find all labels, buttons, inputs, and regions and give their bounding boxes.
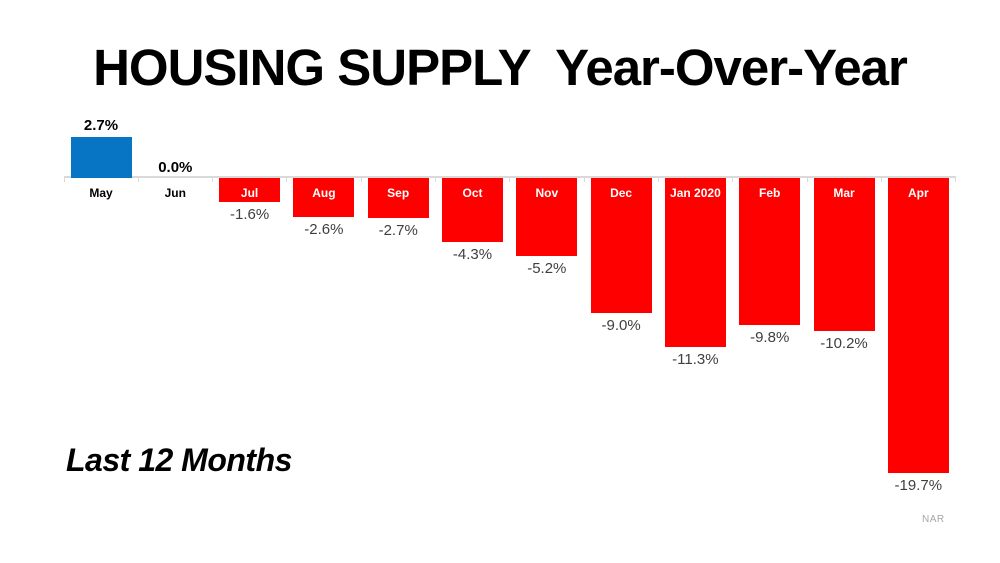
bar-may	[70, 137, 132, 178]
value-label: 0.0%	[158, 158, 193, 176]
month-label: Nov	[535, 186, 559, 200]
source-attribution: NAR	[922, 514, 945, 525]
chart-title: HOUSING SUPPLY Year-Over-Year	[93, 39, 908, 96]
month-label: Jun	[164, 186, 186, 200]
x-axis-tick	[880, 175, 882, 182]
month-label: Jan 2020	[670, 186, 721, 200]
month-label: Sep	[387, 186, 410, 200]
bar-aug	[293, 177, 355, 217]
month-label: Feb	[759, 186, 781, 200]
x-axis-tick	[583, 175, 585, 182]
bar-nov	[516, 177, 578, 256]
month-label: Jul	[240, 186, 259, 200]
value-label: 2.7%	[83, 117, 119, 134]
bar-dec	[590, 177, 652, 313]
x-axis-tick	[212, 175, 214, 182]
value-label: -10.2%	[820, 334, 868, 352]
bar-feb	[739, 177, 801, 325]
value-label: -2.6%	[304, 220, 344, 238]
x-axis-tick	[806, 175, 808, 182]
x-axis-tick	[137, 175, 139, 182]
x-axis-tick	[955, 175, 957, 182]
month-label: Dec	[610, 186, 633, 200]
x-axis-tick	[286, 175, 288, 182]
x-axis-tick	[360, 175, 362, 182]
bar-jul	[219, 177, 281, 202]
bar-jan-2020	[664, 177, 726, 347]
bar-apr	[887, 177, 949, 473]
month-label: Aug	[312, 186, 336, 200]
month-label: May	[89, 186, 113, 200]
value-label: -11.3%	[672, 351, 719, 368]
value-label: -5.2%	[527, 259, 567, 277]
value-label: -9.0%	[601, 316, 641, 334]
subtitle-last-12-months: Last 12 Months	[66, 442, 292, 478]
value-label: -9.8%	[750, 328, 790, 346]
bar-mar	[813, 177, 875, 331]
value-label: -2.7%	[378, 222, 418, 239]
bar-sep	[367, 177, 429, 218]
value-label: -4.3%	[452, 246, 493, 263]
x-axis-tick	[63, 175, 65, 182]
value-label: -19.7%	[894, 477, 943, 494]
month-label: Oct	[462, 186, 483, 200]
x-axis-tick	[509, 175, 511, 182]
month-label: Mar	[833, 186, 855, 200]
value-label: -1.6%	[230, 205, 270, 223]
x-axis-tick	[732, 175, 734, 182]
x-axis-tick	[657, 175, 659, 182]
bar-oct	[442, 177, 503, 242]
month-label: Apr	[907, 186, 929, 200]
x-axis-tick	[435, 175, 436, 182]
